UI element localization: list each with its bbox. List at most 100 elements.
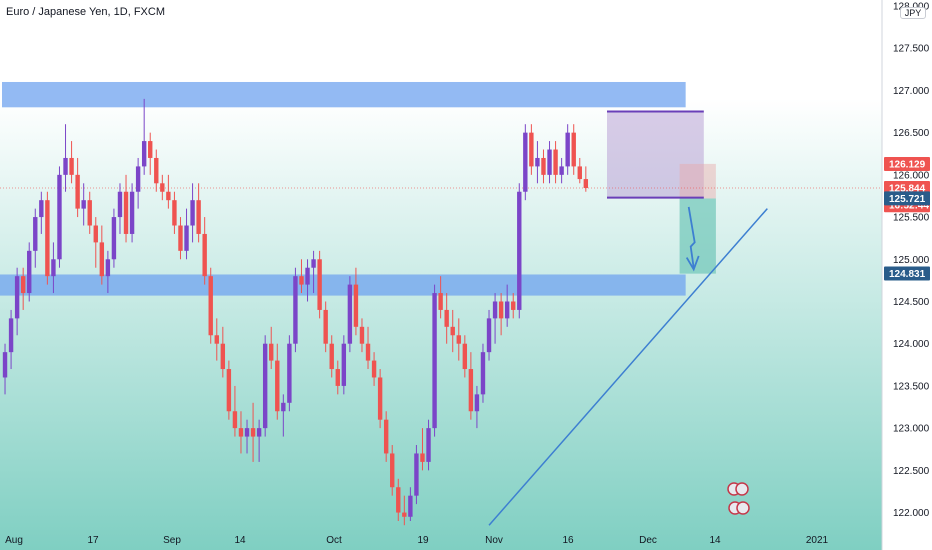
candle-body[interactable] [535,157,540,167]
candle-body[interactable] [444,309,449,327]
candle-body[interactable] [511,301,516,310]
candle-body[interactable] [462,343,468,370]
candle-body[interactable] [311,259,316,268]
candle-body[interactable] [14,276,20,319]
candle-body[interactable] [57,174,62,260]
candle-body[interactable] [141,141,147,167]
candle-body[interactable] [275,360,280,412]
candle-body[interactable] [287,343,292,403]
candle-body[interactable] [27,250,32,294]
candle-body[interactable] [547,149,552,175]
candle-body[interactable] [474,394,480,412]
candle-body[interactable] [341,343,347,386]
projection-box[interactable] [679,198,716,274]
candle-body[interactable] [184,225,189,251]
candle-body[interactable] [244,428,250,437]
candle-body[interactable] [529,132,534,167]
candle-body[interactable] [432,293,437,429]
candle-body[interactable] [559,166,564,175]
candle-body[interactable] [571,132,576,167]
candle-body[interactable] [75,174,80,209]
candle-body[interactable] [93,225,98,243]
event-marker-icon[interactable] [736,501,750,515]
stop-box[interactable] [679,163,716,199]
candle-body[interactable] [196,200,201,234]
candle-body[interactable] [408,495,413,517]
candle-body[interactable] [523,132,528,192]
candle-body[interactable] [371,360,377,378]
consolidation-box[interactable] [607,111,704,198]
resistance-zone[interactable] [2,81,686,108]
candle-body[interactable] [129,191,135,234]
candle-body[interactable] [504,301,510,319]
candle-body[interactable] [166,191,171,201]
candle-body[interactable] [33,217,38,251]
trendline[interactable] [488,208,768,526]
candle-body[interactable] [553,149,558,175]
candle-body[interactable] [414,453,419,496]
candle-body[interactable] [480,352,486,395]
candle-body[interactable] [456,335,461,344]
candle-body[interactable] [2,352,8,378]
candle-body[interactable] [359,326,365,344]
candle-body[interactable] [250,428,256,437]
candle-body[interactable] [390,453,395,488]
candle-body[interactable] [365,343,371,361]
candle-body[interactable] [281,402,286,412]
candle-body[interactable] [190,200,195,226]
candle-body[interactable] [63,157,68,175]
candle-body[interactable] [420,453,425,462]
candle-body[interactable] [468,369,474,412]
candle-body[interactable] [220,343,226,370]
candle-body[interactable] [232,411,238,429]
candle-body[interactable] [438,293,443,310]
candle-body[interactable] [8,318,14,353]
candle-body[interactable] [262,343,268,429]
candle-body[interactable] [51,259,56,277]
candle-body[interactable] [123,191,129,234]
candle-body[interactable] [238,428,244,437]
candle-body[interactable] [347,284,353,344]
candle-body[interactable] [541,157,546,175]
candle-body[interactable] [87,200,92,226]
candle-body[interactable] [486,318,492,353]
candle-body[interactable] [383,419,389,454]
candle-body[interactable] [39,200,44,218]
candle-body[interactable] [565,132,570,167]
event-marker-icon[interactable] [735,482,749,496]
candle-body[interactable] [178,225,183,251]
candle-body[interactable] [396,487,401,513]
candle-body[interactable] [269,343,274,361]
candle-body[interactable] [293,276,298,344]
candle-body[interactable] [111,217,117,260]
candle-body[interactable] [329,343,334,370]
candle-body[interactable] [498,301,504,319]
candle-body[interactable] [214,335,219,344]
candle-body[interactable] [517,191,522,310]
currency-unit-badge[interactable]: JPY [900,7,926,19]
candle-body[interactable] [256,428,262,437]
candle-body[interactable] [172,200,177,226]
candle-body[interactable] [335,369,340,386]
candle-body[interactable] [45,200,50,277]
candle-body[interactable] [299,276,304,285]
candle-body[interactable] [105,259,111,277]
candle-body[interactable] [202,233,207,277]
candle-body[interactable] [99,242,105,277]
candle-body[interactable] [226,369,232,412]
candle-body[interactable] [20,276,26,294]
candle-body[interactable] [117,191,123,218]
candle-body[interactable] [577,166,582,180]
candle-body[interactable] [450,326,455,336]
candle-body[interactable] [402,512,407,517]
candle-body[interactable] [160,183,165,192]
candle-body[interactable] [154,157,159,184]
candle-body[interactable] [317,259,322,310]
candle-body[interactable] [492,301,498,319]
candle-body[interactable] [69,157,74,175]
candle-body[interactable] [148,141,153,158]
candle-body[interactable] [426,428,431,462]
candle-body[interactable] [583,179,589,189]
candle-body[interactable] [81,200,86,209]
